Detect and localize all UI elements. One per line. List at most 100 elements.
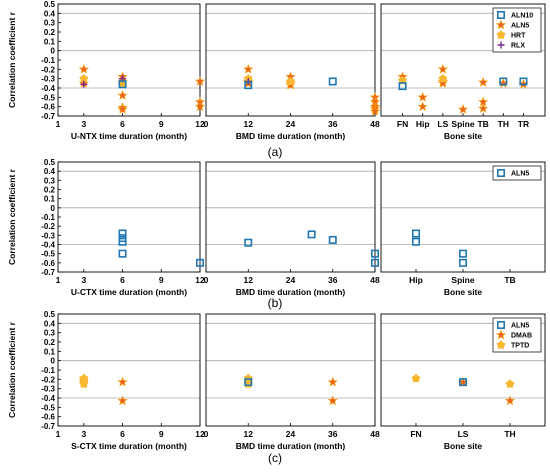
y-tick-label: 0 (51, 204, 56, 213)
data-point-aln5 (118, 229, 127, 238)
subplot-c-2: 0 12 24 36 48 BMD time duration (month) (204, 313, 380, 451)
legend-marker-tptd (496, 340, 506, 349)
y-tick-label: -0.2 (41, 375, 55, 384)
y-tick-label: 0.5 (44, 0, 56, 9)
data-point-aln5 (117, 89, 128, 100)
data-point-aln5 (194, 101, 206, 112)
series-aln5 (244, 230, 379, 267)
y-tick-label: -0.5 (41, 403, 55, 412)
data-point-tptd (79, 379, 89, 388)
data-point-dmab (117, 376, 128, 387)
data-point-aln10 (519, 77, 528, 86)
y-tick-label: 0.3 (44, 329, 56, 338)
data-point-aln5 (244, 378, 253, 387)
data-point-aln5 (117, 103, 128, 114)
data-point-aln5 (370, 258, 379, 267)
x-axis-label: Bone site (444, 131, 483, 141)
legend-marker-aln5 (496, 320, 505, 329)
x-tick-label: Hip (416, 119, 430, 129)
panel-a: Correlation coefficient r 0.50.40.30.20.1… (7, 0, 546, 159)
data-point-aln5 (411, 237, 420, 246)
x-tick-label: 6 (120, 429, 125, 439)
subplot-a-1: 0.50.40.30.20.10-0.1-0.2-0.3-0.4-0.5-0.6… (41, 0, 206, 141)
data-point-dmab (327, 395, 338, 406)
x-tick-label: TB (477, 119, 488, 129)
data-point-aln5 (244, 238, 253, 247)
y-axis-label: Correlation coefficient r (7, 11, 17, 108)
legend: ALN10 ALN5 HRT RLX (492, 7, 542, 53)
x-tick-label: 3 (81, 119, 86, 129)
legend-label: DMAB (511, 333, 532, 340)
data-point-aln5 (118, 249, 127, 258)
y-tick-label: -0.4 (41, 241, 55, 250)
legend-box (492, 165, 542, 181)
x-tick-label: 9 (159, 275, 164, 285)
x-axis-label: BMD time duration (month) (236, 287, 346, 297)
x-tick-label: 6 (120, 119, 125, 129)
data-point-tptd-shape (505, 379, 515, 388)
data-point-hrt-shape (285, 76, 296, 86)
data-point-aln5 (118, 237, 127, 246)
y-tick-label: -0.3 (41, 75, 55, 84)
series-aln5 (397, 63, 529, 114)
data-point-aln5 (411, 229, 420, 238)
series-aln5 (243, 63, 381, 116)
y-tick-label: 0 (51, 357, 56, 366)
legend-marker-aln5 (496, 169, 505, 178)
x-tick-label: 48 (370, 275, 380, 285)
series-aln10 (398, 77, 528, 91)
legend-marker-hrt-shape (496, 30, 506, 39)
x-tick-label: TH (498, 119, 509, 129)
y-tick-label: -0.6 (41, 413, 55, 422)
data-point-tptd-shape (411, 373, 421, 383)
x-tick-label: FN (397, 119, 408, 129)
x-axis-label: BMD time duration (month) (236, 441, 346, 451)
x-tick-label: FN (410, 429, 421, 439)
legend-marker-tptd-shape (496, 340, 506, 349)
plot-frame (205, 3, 376, 117)
x-tick-label: 3 (81, 429, 86, 439)
series-aln10 (244, 77, 337, 90)
legend-marker-aln5 (495, 19, 507, 30)
data-point-aln5 (369, 105, 381, 116)
series-dmab (327, 376, 338, 406)
series-aln10 (118, 80, 127, 89)
data-point-aln5 (437, 63, 449, 74)
x-tick-label: 6 (120, 275, 125, 285)
plot-frame (57, 313, 201, 427)
x-tick-label: 12 (244, 429, 254, 439)
data-point-dmab (504, 395, 516, 406)
data-point-hrt-shape (438, 73, 448, 83)
panel-caption: (c) (268, 451, 282, 465)
y-tick-label: -0.5 (41, 93, 55, 102)
data-point-tptd-shape (79, 379, 89, 388)
subplot-a-2: 0 12 24 36 48 BMD time duration (month) (204, 3, 381, 141)
y-tick-label: 0.4 (44, 319, 56, 328)
x-tick-label: LS (437, 119, 448, 129)
legend: ALN5 DMAB TPTD (492, 317, 542, 353)
legend-label: ALN5 (511, 171, 529, 178)
x-axis-label: U-NTX time duration (month) (71, 131, 187, 141)
y-tick-label: -0.5 (41, 250, 55, 259)
series-dmab (117, 376, 128, 406)
y-tick-label: -0.7 (41, 268, 55, 277)
legend-label: ALN5 (511, 323, 529, 330)
plot-frame (57, 3, 201, 117)
data-point-aln10 (398, 82, 407, 91)
data-point-aln10 (244, 81, 253, 90)
data-point-aln5 (458, 249, 467, 258)
data-point-aln10 (499, 77, 508, 86)
data-point-aln5 (243, 63, 254, 74)
x-tick-label: 24 (286, 119, 296, 129)
y-tick-label: 0.4 (44, 167, 56, 176)
panel-caption: (a) (268, 145, 283, 159)
x-axis-label: Bone site (444, 441, 483, 451)
x-tick-label: 1 (56, 119, 61, 129)
data-point-aln5 (307, 230, 316, 239)
y-tick-label: -0.2 (41, 65, 55, 74)
x-tick-label: 0 (204, 429, 209, 439)
data-point-aln10 (328, 77, 337, 86)
data-point-tptd (505, 379, 515, 388)
legend-marker-hrt (496, 30, 506, 39)
series-aln5 (458, 378, 467, 387)
